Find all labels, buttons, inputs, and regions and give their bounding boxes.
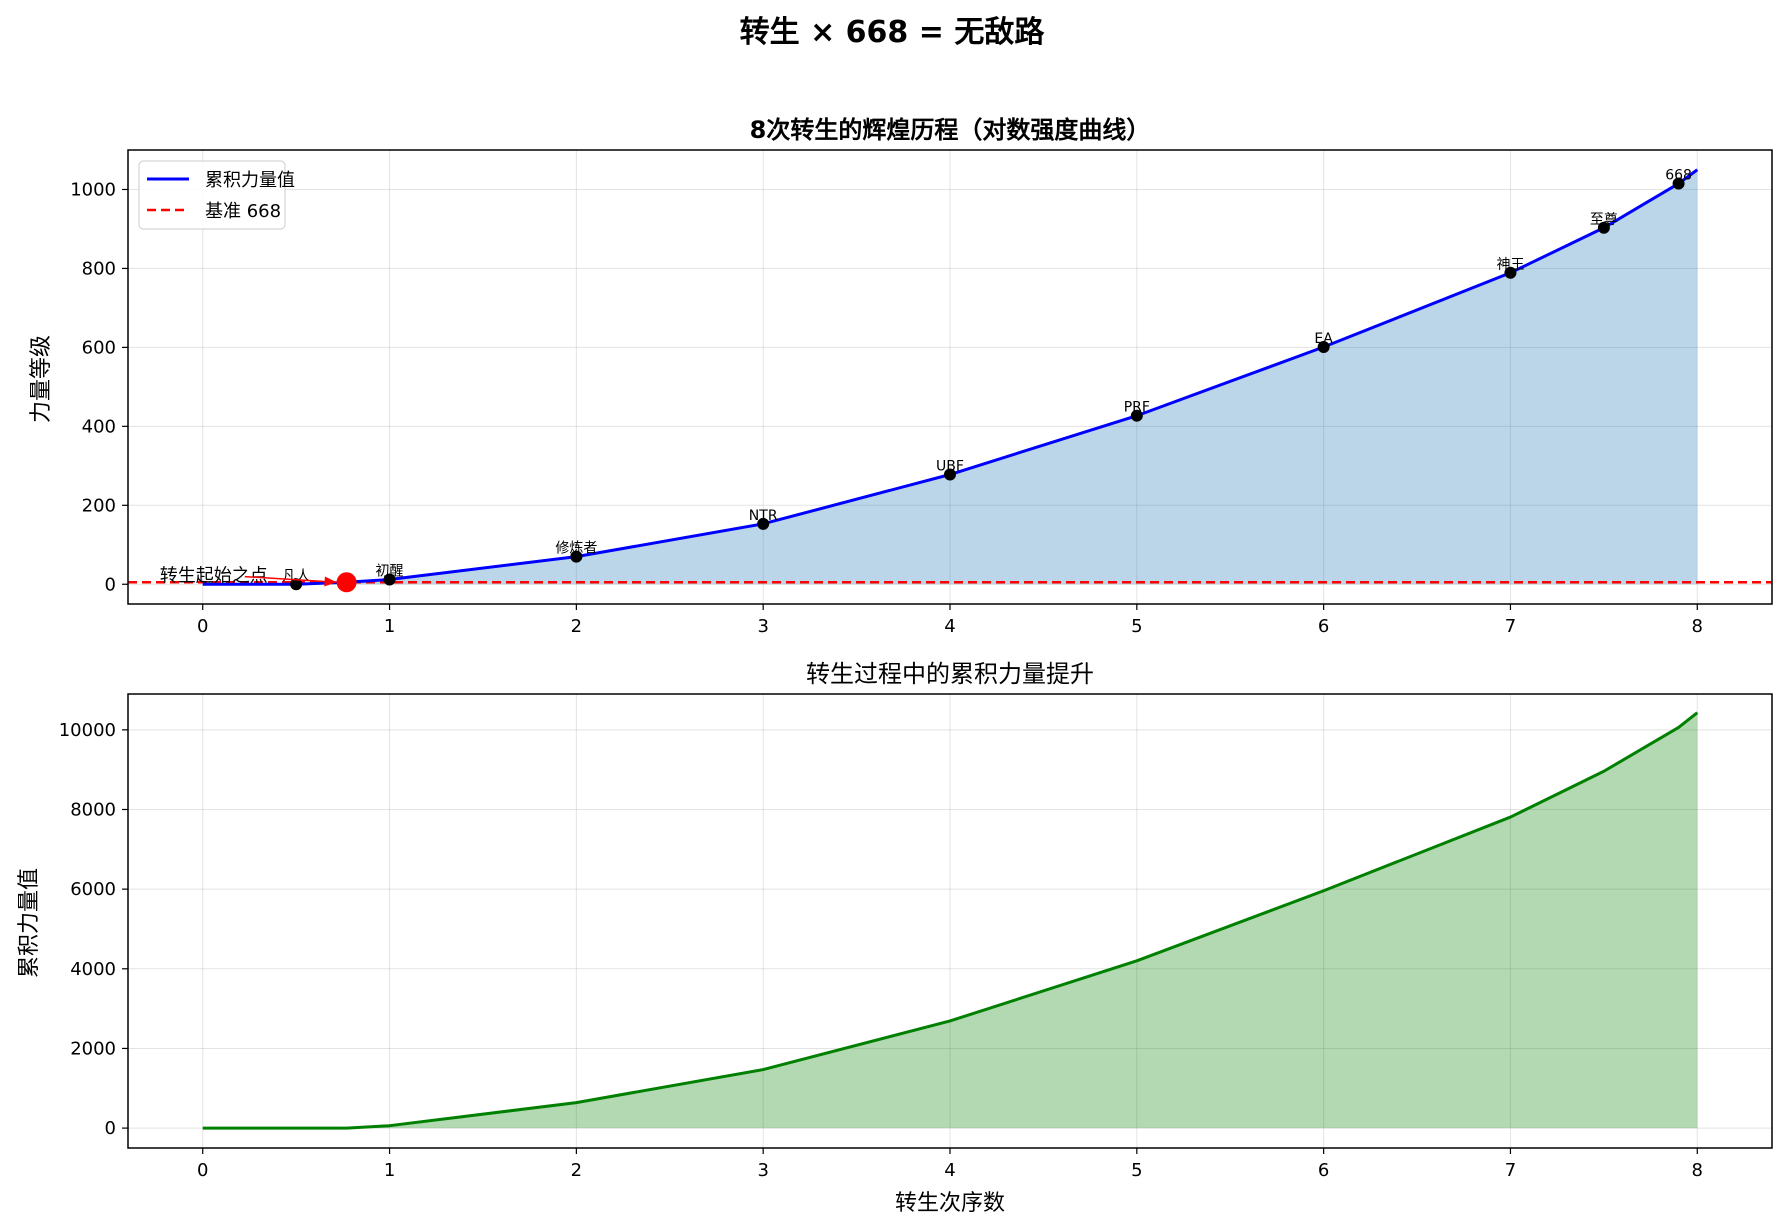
stage-marker [944, 468, 956, 481]
stage-marker [383, 573, 396, 586]
legend-entry-baseline: 基准 668 [205, 201, 281, 222]
bottom-ytick-label: 0 [105, 1118, 116, 1139]
top-xtick-label: 7 [1505, 616, 1516, 637]
stage-label: 初醒 [376, 563, 404, 580]
figure-title: 转生 × 668 = 无敌路 [740, 15, 1046, 50]
bottom-axes-frame [127, 693, 1773, 1149]
stage-marker [570, 550, 583, 563]
bottom-xtick-label: 1 [384, 1160, 395, 1181]
top-area-fill [202, 169, 1698, 585]
rebirth-start-marker [336, 572, 357, 593]
top-chart-title: 8次转生的辉煌历程（对数强度曲线） [750, 116, 1151, 144]
top-grid [128, 150, 1772, 604]
top-xtick-label: 4 [944, 616, 955, 637]
bottom-area-polygon [202, 712, 1698, 1129]
top-axes-frame [127, 149, 1773, 605]
top-xtick-label: 6 [1318, 616, 1329, 637]
bottom-ytick-label: 6000 [70, 879, 116, 900]
bottom-area-fill [202, 712, 1698, 1129]
bottom-chart: 转生过程中的累积力量提升 累积力量值 转生次序数 0 1 2 3 4 5 6 7 8 0 2000 4… [17, 660, 1773, 1216]
stage-label: 修炼者 [555, 541, 597, 557]
stage-label: PRF [1124, 400, 1150, 416]
stage-label: 至尊 [1590, 211, 1618, 228]
stage-label: 668 [1665, 168, 1692, 184]
top-ticks: 0 1 2 3 4 5 6 7 8 0 200 400 600 800 1000 [70, 179, 1703, 637]
stage-marker [1130, 409, 1143, 422]
top-legend: 累积力量值 基准 668 [138, 160, 295, 230]
bottom-chart-ylabel: 累积力量值 [17, 868, 42, 978]
bottom-series-line [202, 711, 1699, 1130]
stage-label: 神王 [1496, 257, 1524, 273]
top-ytick-label: 800 [82, 258, 116, 279]
top-ytick-label: 200 [82, 495, 116, 516]
top-xtick-label: 8 [1692, 616, 1703, 637]
top-xtick-label: 0 [197, 616, 208, 637]
stage-marker [757, 517, 770, 530]
annotation-arrow-head [324, 576, 337, 587]
top-ytick-label: 1000 [70, 179, 116, 200]
bottom-ytick-label: 8000 [70, 799, 116, 820]
annotation-text: 转生起始之点 [160, 566, 268, 587]
top-xtick-label: 5 [1131, 616, 1142, 637]
bottom-xtick-label: 8 [1692, 1160, 1703, 1181]
legend-entry-cumulative: 累积力量值 [205, 170, 295, 191]
bottom-chart-title: 转生过程中的累积力量提升 [806, 660, 1094, 688]
top-area-polygon [202, 169, 1698, 585]
top-xtick-label: 1 [384, 616, 395, 637]
bottom-series-polyline [202, 711, 1699, 1130]
bottom-grid [128, 694, 1772, 1148]
stage-label: EA [1314, 331, 1333, 347]
top-xtick-label: 3 [757, 616, 768, 637]
bottom-xtick-label: 2 [571, 1160, 582, 1181]
bottom-xtick-label: 4 [944, 1160, 955, 1181]
bottom-ytick-label: 4000 [70, 959, 116, 980]
bottom-xtick-label: 5 [1131, 1160, 1142, 1181]
top-ytick-label: 400 [82, 416, 116, 437]
top-annotation: 转生起始之点 [160, 566, 337, 587]
bottom-chart-xlabel: 转生次序数 [895, 1191, 1005, 1216]
bottom-xtick-label: 7 [1505, 1160, 1516, 1181]
annotation-arrow-shaft [244, 575, 337, 584]
bottom-ticks: 0 1 2 3 4 5 6 7 8 0 2000 4000 6000 8000 10000 [59, 720, 1703, 1181]
top-ytick-label: 0 [105, 574, 116, 595]
bottom-xtick-label: 0 [197, 1160, 208, 1181]
top-chart-ylabel: 力量等级 [29, 335, 54, 423]
bottom-ytick-label: 10000 [59, 720, 116, 741]
stage-marker [1317, 340, 1330, 353]
bottom-xtick-label: 3 [757, 1160, 768, 1181]
stage-marker [1672, 177, 1685, 190]
stage-label: NTR [749, 508, 778, 524]
top-ytick-label: 600 [82, 337, 116, 358]
stage-marker [1504, 266, 1517, 279]
top-xtick-label: 2 [571, 616, 582, 637]
bottom-ytick-label: 2000 [70, 1038, 116, 1059]
stage-label: UBF [936, 459, 964, 475]
stage-label: 凡人 [282, 568, 310, 584]
stage-marker [290, 578, 303, 591]
top-chart: 8次转生的辉煌历程（对数强度曲线） 力量等级 凡人 初醒 修炼者 NTR UBF PRF E… [29, 116, 1773, 637]
stage-marker [1597, 221, 1610, 234]
bottom-xtick-label: 6 [1318, 1160, 1329, 1181]
